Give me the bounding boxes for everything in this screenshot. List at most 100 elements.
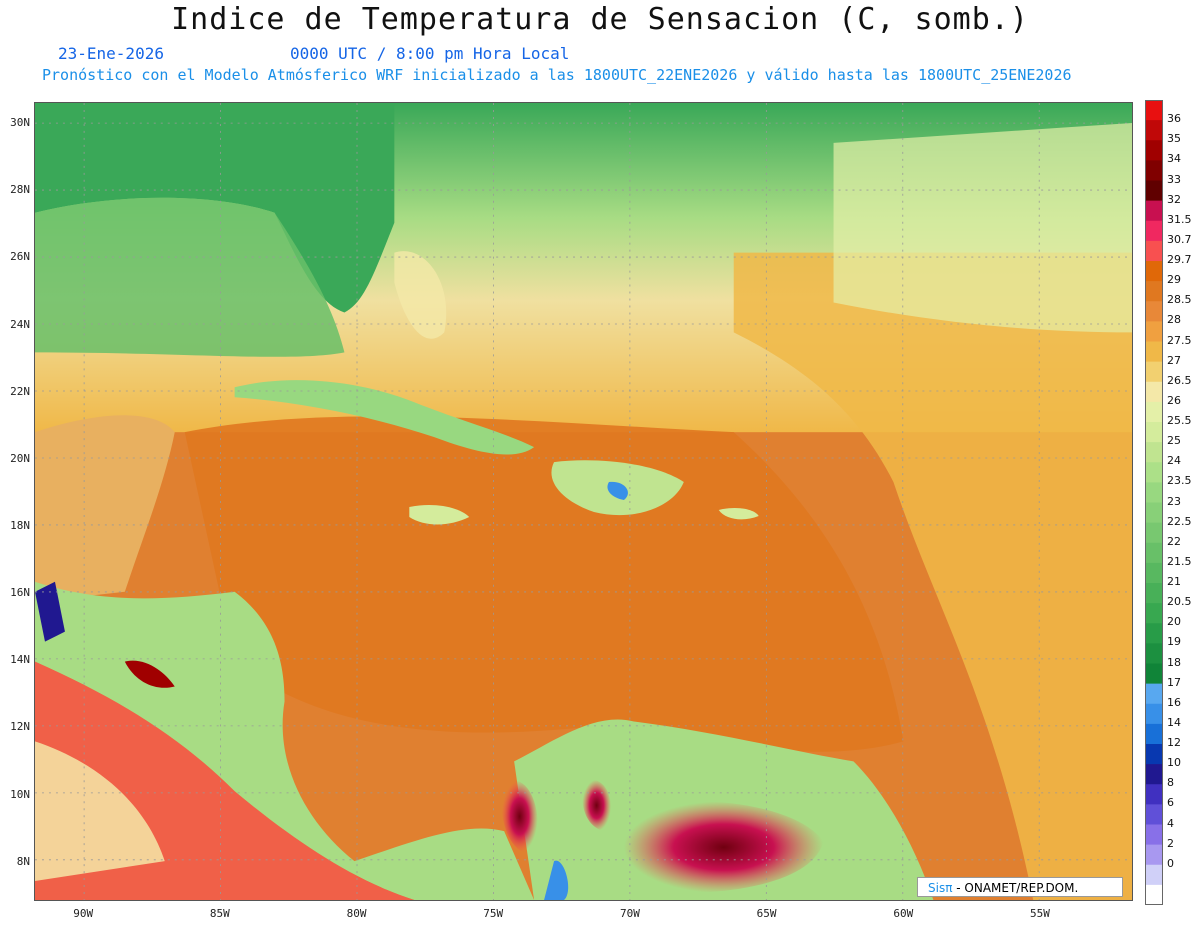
colorbar-label: 20	[1167, 615, 1181, 629]
colorbar-label: 23	[1167, 494, 1181, 508]
lat-label-12N: 12N	[10, 720, 30, 734]
colorbar-cell	[1145, 200, 1163, 222]
colorbar-label: 16	[1167, 695, 1181, 709]
colorbar-cell	[1145, 683, 1163, 705]
lon-label-70W: 70W	[619, 907, 640, 920]
colorbar-label: 22.5	[1167, 514, 1192, 528]
colorbar-label: 19	[1167, 635, 1181, 649]
colorbar-cell	[1145, 120, 1163, 141]
colorbar-label: 23.5	[1167, 474, 1192, 488]
pacific-light	[35, 741, 165, 882]
colorbar-label: 25.5	[1167, 414, 1192, 427]
lat-label-26N: 26N	[10, 250, 30, 264]
colorbar-label: 0	[1167, 856, 1174, 870]
colorbar-cell	[1145, 844, 1163, 866]
colorbar-cell	[1145, 381, 1163, 403]
colorbar-cell	[1145, 583, 1163, 604]
lon-label-55W: 55W	[1030, 907, 1050, 920]
colorbar-label: 25	[1167, 434, 1181, 448]
colorbar-label: 24	[1167, 454, 1181, 468]
colorbar-label: 8	[1167, 776, 1174, 790]
colorbar-label: 12	[1167, 736, 1181, 749]
colorbar-cell	[1145, 663, 1163, 685]
colorbar-cell	[1145, 422, 1163, 443]
colorbar-cell	[1145, 462, 1163, 483]
gulf-field	[35, 197, 345, 357]
puerto-rico-island	[718, 507, 759, 520]
colorbar-cell	[1145, 482, 1163, 503]
lat-label-14N: 14N	[10, 653, 30, 667]
colorbar	[1145, 100, 1163, 905]
lat-label-24N: 24N	[10, 317, 30, 331]
colorbar-cell	[1145, 160, 1163, 181]
colorbar-cell	[1145, 502, 1163, 524]
colombia-hot	[501, 780, 538, 853]
lon-label-75W: 75W	[483, 907, 504, 920]
lat-label-28N: 28N	[10, 183, 30, 197]
colorbar-label: 27	[1167, 353, 1181, 367]
colorbar-label: 31.5	[1167, 212, 1192, 226]
colorbar-label: 18	[1167, 655, 1181, 669]
lat-label-16N: 16N	[10, 586, 30, 600]
heat-index-map	[34, 102, 1133, 901]
colorbar-cell	[1145, 723, 1163, 745]
central-america	[35, 581, 535, 900]
colorbar-label: 30.7	[1167, 232, 1192, 246]
lat-label-30N: 30N	[10, 116, 30, 130]
colorbar-label: 32	[1167, 192, 1181, 206]
colorbar-cell	[1145, 744, 1163, 765]
credit-box: Sisπ - ONAMET/REP.DOM.	[917, 877, 1123, 897]
lat-label-10N: 10N	[10, 787, 30, 801]
colorbar-label: 26.5	[1167, 373, 1192, 387]
colorbar-cell	[1145, 542, 1163, 564]
colorbar-cell	[1145, 603, 1163, 624]
colorbar-cell	[1145, 562, 1163, 584]
colorbar-cell	[1145, 703, 1163, 725]
colorbar-label: 34	[1167, 152, 1181, 166]
colorbar-cell	[1145, 341, 1163, 363]
date-label: 23-Ene-2026	[58, 44, 164, 63]
forecast-info: Pronóstico con el Modelo Atmósferico WRF…	[42, 66, 1072, 84]
lon-label-85W: 85W	[209, 907, 230, 920]
colorbar-cell	[1145, 864, 1163, 886]
honduras-cool	[35, 581, 65, 642]
florida-region	[35, 103, 395, 313]
colorbar-label: 14	[1167, 715, 1181, 729]
colorbar-cell	[1145, 764, 1163, 785]
colorbar-cell	[1145, 643, 1163, 664]
credit-text: - ONAMET/REP.DOM.	[952, 881, 1079, 895]
lon-label-60W: 60W	[893, 907, 914, 920]
colorbar-label: 28.5	[1167, 293, 1192, 307]
grid-lines	[35, 103, 1132, 900]
colorbar-cell	[1145, 784, 1163, 805]
time-label: 0000 UTC / 8:00 pm Hora Local	[290, 44, 570, 63]
map-title: Indice de Temperatura de Sensacion (C, s…	[171, 2, 1029, 37]
colorbar-label: 27.5	[1167, 333, 1192, 347]
colorbar-label: 28	[1167, 313, 1181, 327]
brand-label: Sisπ	[928, 881, 953, 895]
bahamas-region	[394, 251, 447, 339]
colorbar-cell	[1145, 180, 1163, 202]
colorbar-cell	[1145, 522, 1163, 544]
lat-label-22N: 22N	[10, 384, 30, 398]
cuba-island	[234, 380, 535, 455]
colorbar-cell	[1145, 804, 1163, 825]
lat-label-20N: 20N	[10, 451, 30, 465]
colorbar-cell	[1145, 824, 1163, 846]
hispaniola-cool	[607, 481, 628, 501]
maracaibo-hot	[582, 779, 611, 832]
colorbar-label: 10	[1167, 756, 1181, 770]
caribbean-core	[184, 416, 904, 752]
colorbar-label: 6	[1167, 796, 1174, 810]
east-atlantic-field	[733, 252, 1132, 900]
yucatan-region	[35, 415, 175, 602]
colorbar-label: 22	[1167, 534, 1181, 548]
colorbar-label: 21.5	[1167, 554, 1192, 568]
colorbar-cell	[1145, 100, 1163, 121]
colorbar-cell	[1145, 240, 1163, 262]
colorbar-cell	[1145, 220, 1163, 242]
colorbar-cell	[1145, 261, 1163, 282]
colorbar-cell	[1145, 321, 1163, 342]
andes-cool	[544, 860, 569, 900]
colorbar-cell	[1145, 623, 1163, 644]
